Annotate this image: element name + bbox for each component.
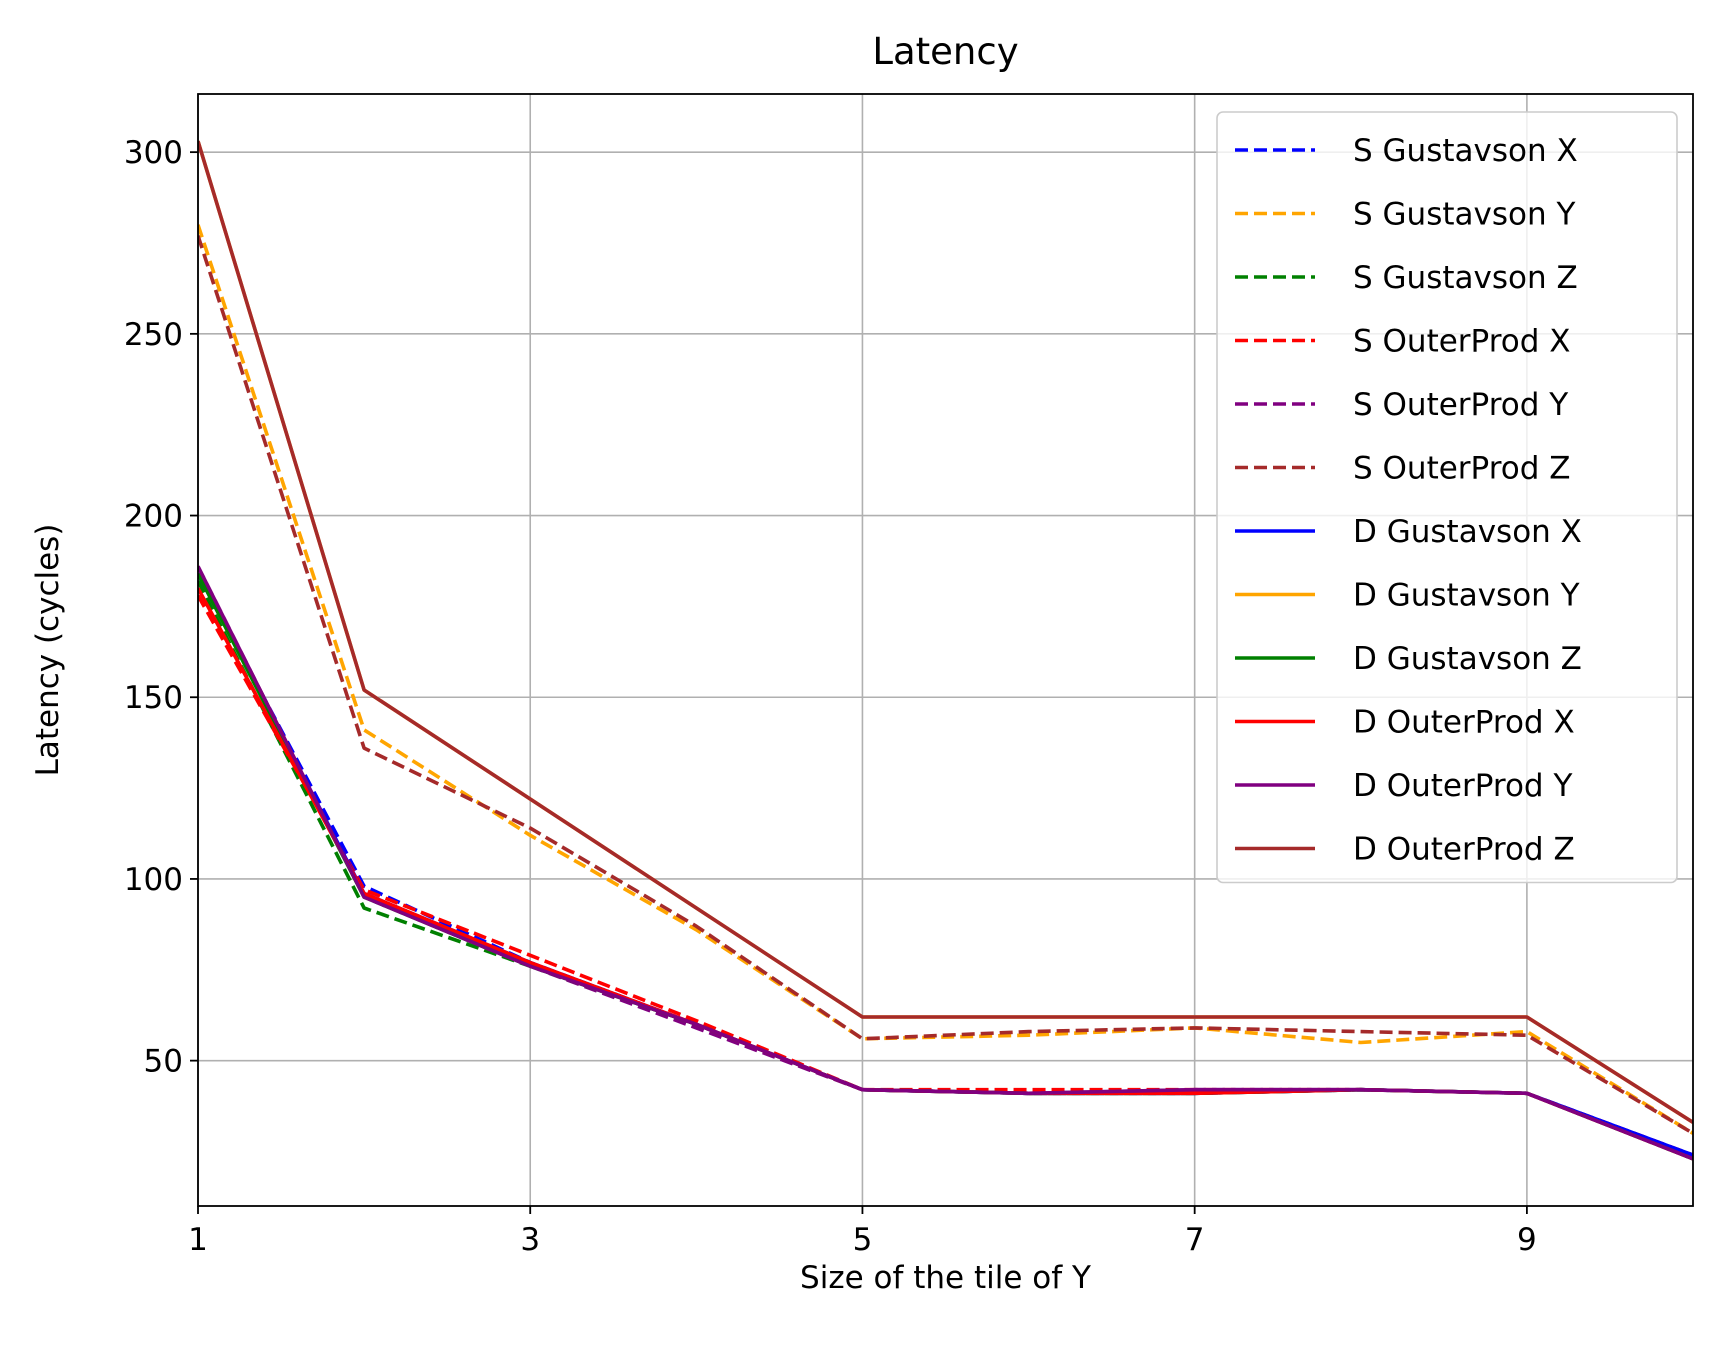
y-tick-label: 250: [124, 317, 183, 353]
legend-entry: D Gustavson Y: [1353, 578, 1580, 614]
y-tick-label: 300: [124, 135, 183, 171]
legend-entry: S Gustavson Z: [1353, 260, 1578, 296]
legend: S Gustavson X S Gustavson Y S Gustavson Z S…: [1216, 111, 1678, 884]
y-tick-label: 50: [144, 1044, 183, 1080]
y-tick-label: 150: [124, 680, 183, 716]
y-tick-label: 100: [124, 862, 183, 898]
y-tick-label: 200: [124, 499, 183, 535]
plot-series: [198, 140, 1693, 1161]
series-line-d-outerprod-y: [198, 565, 1693, 1161]
legend-entry: D OuterProd Y: [1353, 768, 1572, 804]
legend-entry: S OuterProd X: [1353, 324, 1571, 360]
legend-entry: S Gustavson Y: [1353, 197, 1575, 233]
x-tick-label: 5: [853, 1222, 873, 1258]
y-axis-label: Latency (cycles): [30, 524, 66, 777]
x-axis-label: Size of the tile of Y: [800, 1260, 1091, 1296]
legend-box: [1216, 111, 1678, 884]
series-line-d-outerprod-z: [198, 140, 1693, 1124]
legend-entry: S OuterProd Y: [1353, 387, 1568, 423]
series-line-s-outerprod-z: [198, 235, 1693, 1135]
x-tick-label: 1: [188, 1222, 208, 1258]
legend-entry: S OuterProd Z: [1353, 451, 1571, 487]
x-tick-label: 9: [1517, 1222, 1537, 1258]
axis-ticks: 1 3 5 7 9 50 100 150 200 250 300: [124, 135, 1537, 1258]
x-tick-label: 7: [1185, 1222, 1205, 1258]
legend-entry: D OuterProd Z: [1353, 832, 1575, 868]
legend-entry: D Gustavson X: [1353, 514, 1582, 550]
legend-entry: D Gustavson Z: [1353, 641, 1582, 677]
legend-entry: S Gustavson X: [1353, 133, 1578, 169]
x-tick-label: 3: [520, 1222, 540, 1258]
legend-entry: D OuterProd X: [1353, 705, 1575, 741]
plot-frame: [197, 93, 1694, 1207]
chart-title: Latency: [872, 30, 1018, 73]
